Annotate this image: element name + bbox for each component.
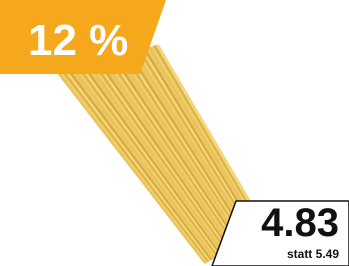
current-price: 4.83 (261, 201, 339, 245)
page: 12 % 4.83 statt 5.49 (() => { const data… (0, 0, 349, 266)
product-card: 12 % 4.83 statt 5.49 (0, 0, 349, 266)
previous-price: statt 5.49 (287, 247, 339, 261)
discount-label: 12 % (28, 16, 128, 65)
